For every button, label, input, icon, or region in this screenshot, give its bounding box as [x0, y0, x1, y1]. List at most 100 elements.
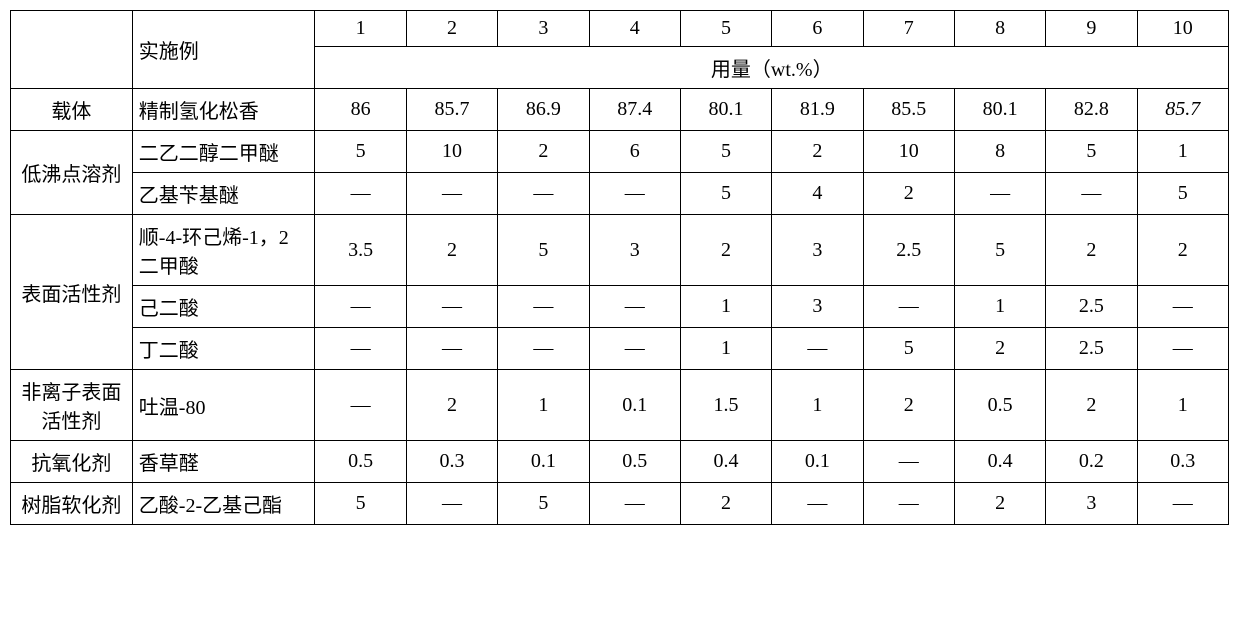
- value-cell: 1: [680, 328, 771, 370]
- component-cell: 己二酸: [132, 286, 315, 328]
- component-cell: 精制氢化松香: [132, 89, 315, 131]
- col-header-3: 3: [498, 11, 589, 47]
- table-row: 丁二酸————1—522.5—: [11, 328, 1229, 370]
- table-row: 载体精制氢化松香8685.786.987.480.181.985.580.182…: [11, 89, 1229, 131]
- value-cell: 5: [498, 483, 589, 525]
- value-cell: —: [498, 173, 589, 215]
- col-header-1: 1: [315, 11, 406, 47]
- value-cell: 2.5: [1046, 328, 1137, 370]
- value-cell: 10: [406, 131, 497, 173]
- value-cell: 5: [680, 173, 771, 215]
- value-cell: 2: [1046, 215, 1137, 286]
- value-cell: —: [954, 173, 1045, 215]
- value-cell: 0.5: [589, 441, 680, 483]
- table-row: 表面活性剂顺-4-环己烯-1，2 二甲酸3.5253232.5522: [11, 215, 1229, 286]
- value-cell: —: [1137, 483, 1228, 525]
- value-cell: 2: [406, 370, 497, 441]
- category-cell: 载体: [11, 89, 133, 131]
- category-cell: 树脂软化剂: [11, 483, 133, 525]
- col-header-10: 10: [1137, 11, 1228, 47]
- component-cell: 乙基苄基醚: [132, 173, 315, 215]
- value-cell: 2: [680, 215, 771, 286]
- value-cell: —: [1046, 173, 1137, 215]
- header-row-1: 实施例12345678910: [11, 11, 1229, 47]
- value-cell: —: [406, 328, 497, 370]
- value-cell: —: [498, 328, 589, 370]
- value-cell: 86: [315, 89, 406, 131]
- blank-corner: [11, 11, 133, 89]
- value-cell: 5: [954, 215, 1045, 286]
- component-cell: 乙酸-2-乙基己酯: [132, 483, 315, 525]
- value-cell: 5: [1046, 131, 1137, 173]
- value-cell: —: [863, 483, 954, 525]
- value-cell: 0.2: [1046, 441, 1137, 483]
- value-cell: 82.8: [1046, 89, 1137, 131]
- value-cell: 85.7: [406, 89, 497, 131]
- value-cell: —: [1137, 286, 1228, 328]
- value-cell: 2: [954, 328, 1045, 370]
- value-cell: 85.7: [1137, 89, 1228, 131]
- value-cell: 0.1: [498, 441, 589, 483]
- col-header-7: 7: [863, 11, 954, 47]
- value-cell: 80.1: [954, 89, 1045, 131]
- value-cell: 87.4: [589, 89, 680, 131]
- value-cell: —: [589, 286, 680, 328]
- value-cell: 2: [863, 370, 954, 441]
- table-row: 非离子表面活性剂吐温-80—210.11.5120.521: [11, 370, 1229, 441]
- col-header-8: 8: [954, 11, 1045, 47]
- value-cell: 3: [1046, 483, 1137, 525]
- value-cell: 0.5: [315, 441, 406, 483]
- value-cell: —: [772, 483, 863, 525]
- value-cell: 5: [863, 328, 954, 370]
- col-header-5: 5: [680, 11, 771, 47]
- value-cell: 2: [406, 215, 497, 286]
- value-cell: 1.5: [680, 370, 771, 441]
- value-cell: 1: [1137, 131, 1228, 173]
- value-cell: 1: [954, 286, 1045, 328]
- value-cell: 5: [315, 483, 406, 525]
- value-cell: 1: [680, 286, 771, 328]
- value-cell: 1: [772, 370, 863, 441]
- value-cell: 3: [772, 286, 863, 328]
- value-cell: 5: [680, 131, 771, 173]
- col-header-2: 2: [406, 11, 497, 47]
- value-cell: 2.5: [863, 215, 954, 286]
- value-cell: 10: [863, 131, 954, 173]
- value-cell: 0.1: [589, 370, 680, 441]
- value-cell: 8: [954, 131, 1045, 173]
- category-cell: 非离子表面活性剂: [11, 370, 133, 441]
- category-cell: 表面活性剂: [11, 215, 133, 370]
- value-cell: 0.1: [772, 441, 863, 483]
- value-cell: —: [498, 286, 589, 328]
- value-cell: 5: [1137, 173, 1228, 215]
- unit-label: 用量（wt.%）: [315, 47, 1229, 89]
- value-cell: 0.3: [406, 441, 497, 483]
- value-cell: 5: [498, 215, 589, 286]
- value-cell: 2: [772, 131, 863, 173]
- component-cell: 香草醛: [132, 441, 315, 483]
- component-cell: 顺-4-环己烯-1，2 二甲酸: [132, 215, 315, 286]
- value-cell: —: [863, 441, 954, 483]
- component-cell: 丁二酸: [132, 328, 315, 370]
- value-cell: 2: [1137, 215, 1228, 286]
- col-header-4: 4: [589, 11, 680, 47]
- value-cell: 80.1: [680, 89, 771, 131]
- table-row: 抗氧化剂香草醛0.50.30.10.50.40.1—0.40.20.3: [11, 441, 1229, 483]
- value-cell: —: [406, 483, 497, 525]
- value-cell: 1: [498, 370, 589, 441]
- value-cell: 85.5: [863, 89, 954, 131]
- value-cell: —: [589, 483, 680, 525]
- value-cell: 86.9: [498, 89, 589, 131]
- table-body: 实施例12345678910用量（wt.%）载体精制氢化松香8685.786.9…: [11, 11, 1229, 525]
- value-cell: —: [589, 173, 680, 215]
- component-cell: 二乙二醇二甲醚: [132, 131, 315, 173]
- value-cell: 1: [1137, 370, 1228, 441]
- value-cell: 3: [589, 215, 680, 286]
- value-cell: —: [863, 286, 954, 328]
- value-cell: 2: [954, 483, 1045, 525]
- value-cell: 2: [680, 483, 771, 525]
- value-cell: 4: [772, 173, 863, 215]
- value-cell: —: [315, 286, 406, 328]
- category-cell: 抗氧化剂: [11, 441, 133, 483]
- value-cell: —: [315, 328, 406, 370]
